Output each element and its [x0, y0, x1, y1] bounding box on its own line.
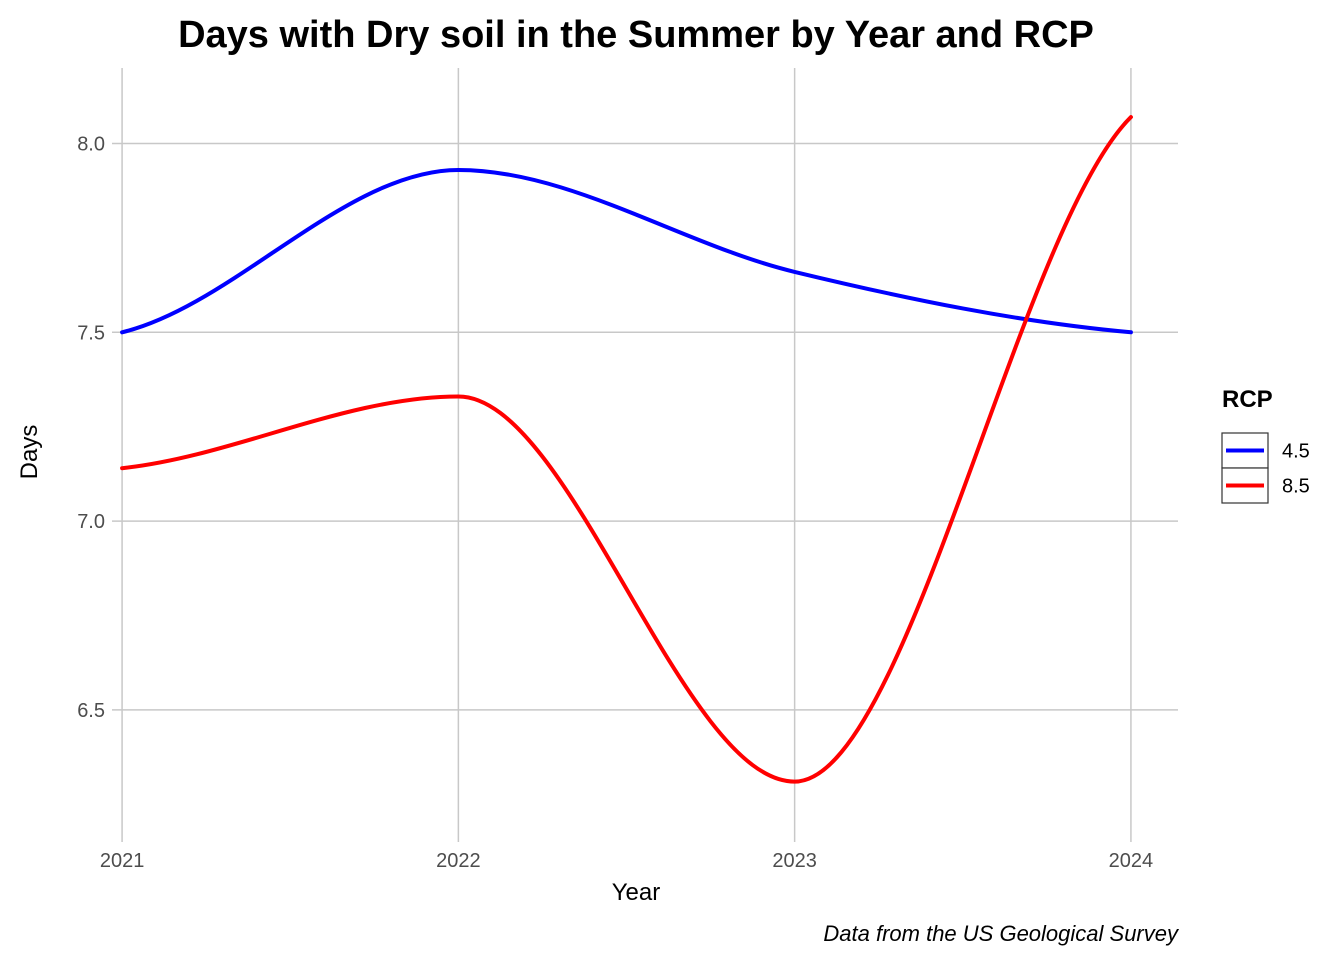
y-axis-title: Days: [16, 425, 43, 480]
x-tick-label: 2023: [772, 850, 817, 872]
y-tick-label: 7.5: [77, 322, 105, 344]
legend-items: 4.5 8.5: [1221, 432, 1310, 504]
grid-lines: [112, 68, 1178, 842]
legend-title: RCP: [1222, 386, 1273, 413]
axis-ticks: 6.5 7.0 7.5 8.0 2021 2022 2023 2024: [77, 134, 1153, 872]
legend-label: 4.5: [1282, 441, 1310, 463]
legend-label: 8.5: [1282, 476, 1310, 498]
series-lines: [120, 115, 1133, 784]
chart-title: Days with Dry soil in the Summer by Year…: [178, 14, 1094, 56]
chart-caption: Data from the US Geological Survey: [823, 921, 1180, 946]
x-tick-label: 2022: [436, 850, 481, 872]
x-tick-label: 2021: [100, 850, 145, 872]
y-tick-label: 6.5: [77, 700, 105, 722]
legend: RCP 4.5 8.5: [1221, 386, 1310, 504]
x-tick-label: 2024: [1109, 850, 1154, 872]
series-line-8-5: [120, 115, 1133, 784]
y-tick-label: 7.0: [77, 511, 105, 533]
y-tick-label: 8.0: [77, 134, 105, 156]
x-axis-title: Year: [612, 879, 661, 906]
series-line-4-5: [120, 167, 1133, 335]
